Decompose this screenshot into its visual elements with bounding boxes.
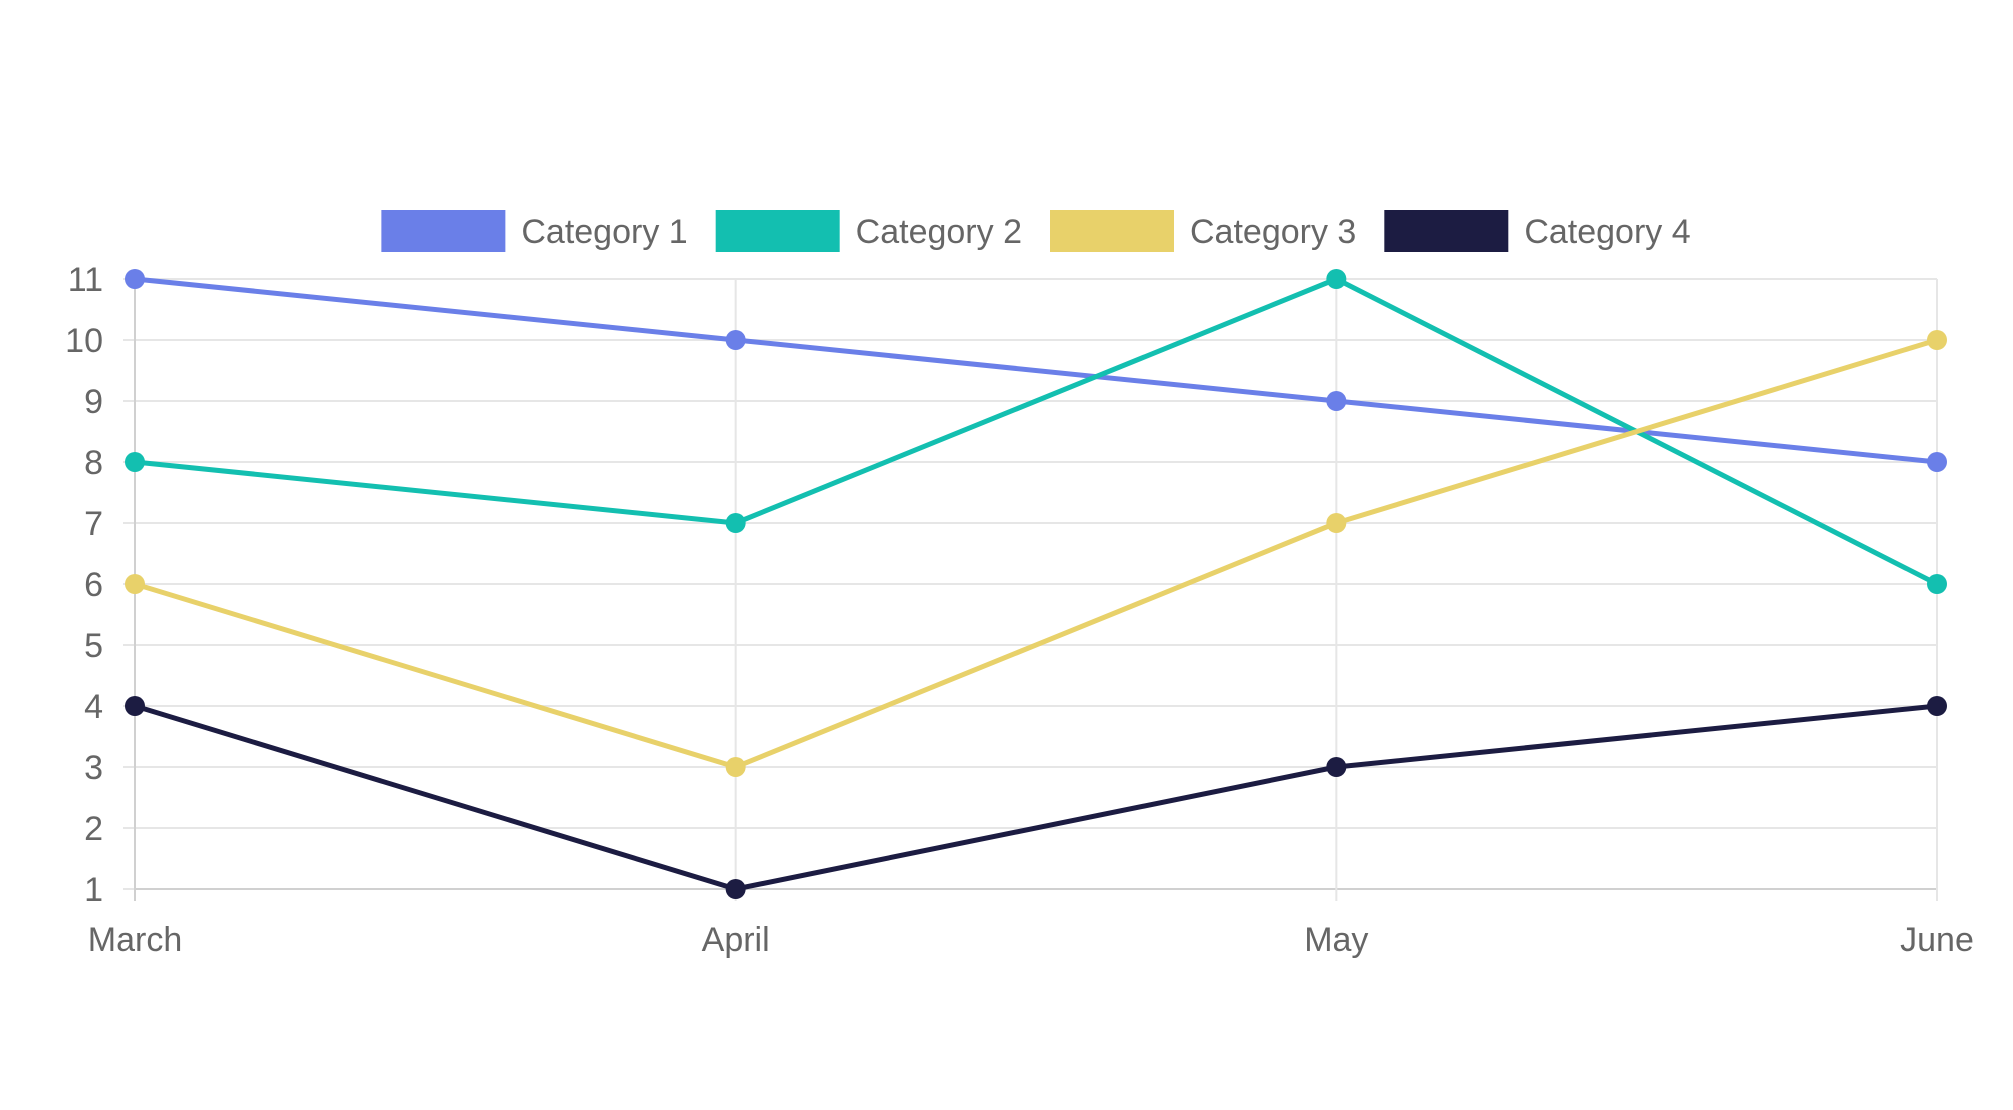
y-tick-label: 10: [65, 322, 103, 360]
series-line-category-1: [134, 276, 1938, 465]
y-tick-label: 8: [84, 444, 103, 482]
legend-item-category-2[interactable]: Category 2: [715, 210, 1022, 252]
series-line-category-3: [134, 337, 1938, 770]
y-tick-label: 3: [84, 749, 103, 787]
data-point-category-4[interactable]: [125, 696, 145, 716]
y-tick-label: 4: [84, 688, 103, 726]
data-point-category-3[interactable]: [725, 757, 746, 777]
legend-label: Category 3: [1190, 213, 1356, 251]
x-tick-label: June: [1900, 921, 1974, 959]
data-point-category-2[interactable]: [125, 452, 145, 472]
y-tick-label: 1: [84, 871, 103, 909]
data-point-category-4[interactable]: [725, 879, 746, 899]
legend: Category 1 Category 2 Category 3 Category 4: [381, 210, 1691, 252]
legend-item-category-3[interactable]: Category 3: [1050, 210, 1356, 252]
series-line-category-2: [134, 276, 1939, 587]
data-point-category-4[interactable]: [1927, 696, 1947, 716]
legend-label: Category 2: [856, 213, 1022, 251]
y-tick-label: 2: [84, 810, 103, 848]
legend-label: Category 4: [1524, 213, 1690, 251]
data-point-category-1[interactable]: [1326, 391, 1347, 411]
y-tick-label: 6: [84, 566, 103, 604]
legend-swatch: [1050, 210, 1174, 252]
y-tick-label: 5: [84, 627, 103, 665]
legend-swatch: [715, 210, 840, 252]
data-point-category-3[interactable]: [1326, 513, 1347, 533]
data-point-category-3[interactable]: [125, 574, 145, 594]
legend-swatch: [381, 210, 506, 252]
x-tick-label: May: [1304, 921, 1368, 959]
x-tick-label: April: [702, 921, 770, 959]
y-tick-label: 9: [84, 383, 103, 421]
data-point-category-1[interactable]: [1927, 452, 1947, 472]
legend-item-category-1[interactable]: Category 1: [381, 210, 688, 252]
series-line-category-4: [134, 703, 1938, 892]
data-point-category-2[interactable]: [725, 513, 746, 533]
x-tick-label: March: [88, 921, 182, 959]
data-point-category-3[interactable]: [1927, 330, 1947, 350]
series-group: [125, 269, 1947, 899]
legend-label: Category 1: [521, 213, 687, 251]
legend-item-category-4[interactable]: Category 4: [1384, 210, 1691, 252]
data-point-category-2[interactable]: [1927, 574, 1947, 594]
data-point-category-2[interactable]: [1326, 269, 1347, 289]
y-tick-label: 7: [84, 505, 103, 543]
legend-swatch: [1384, 210, 1509, 252]
data-point-category-1[interactable]: [725, 330, 746, 350]
data-point-category-4[interactable]: [1326, 757, 1347, 777]
y-tick-label: 11: [68, 261, 103, 299]
axes: 1 2 3 4 5 6 7 8 9 10 11 March April May June: [65, 261, 1974, 959]
data-point-category-1[interactable]: [125, 269, 145, 289]
